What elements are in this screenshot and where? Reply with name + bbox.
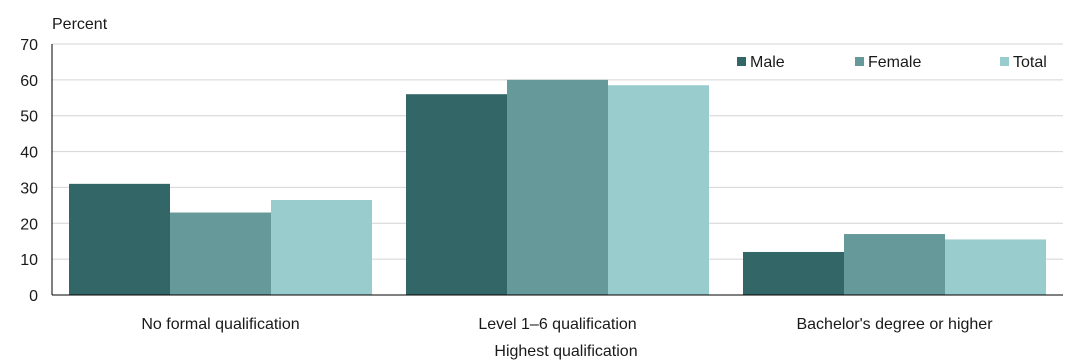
- legend: Male Female Total: [737, 54, 1047, 71]
- y-tick-label: 10: [20, 252, 38, 269]
- y-tick-label: 40: [20, 145, 38, 162]
- bar-female: [844, 234, 945, 295]
- x-tick-labels: No formal qualification Level 1–6 qualifi…: [141, 316, 993, 333]
- y-tick-label: 0: [29, 288, 38, 305]
- legend-swatch-female: [855, 57, 864, 66]
- bar-total: [608, 85, 709, 295]
- bar-male: [406, 94, 507, 295]
- legend-label-total: Total: [1013, 54, 1047, 71]
- bars: [69, 79, 1046, 295]
- y-tick-labels: 0 10 20 30 40 50 60 70: [20, 37, 38, 305]
- bar-female: [507, 79, 608, 295]
- bar-male: [743, 251, 844, 295]
- legend-label-male: Male: [750, 54, 785, 71]
- y-tick-label: 70: [20, 37, 38, 54]
- bar-male: [69, 183, 170, 295]
- legend-swatch-male: [737, 57, 746, 66]
- x-tick-label: Bachelor's degree or higher: [796, 316, 993, 333]
- bar-total: [271, 199, 372, 295]
- legend-swatch-total: [1000, 57, 1009, 66]
- x-tick-label: No formal qualification: [141, 316, 299, 333]
- y-tick-label: 50: [20, 109, 38, 126]
- x-axis-label: Highest qualification: [494, 343, 637, 360]
- y-tick-label: 30: [20, 180, 38, 197]
- axes: [51, 44, 1063, 296]
- bar-total: [945, 239, 1046, 295]
- legend-label-female: Female: [868, 54, 921, 71]
- x-tick-label: Level 1–6 qualification: [478, 316, 636, 333]
- y-axis-label: Percent: [52, 16, 108, 33]
- y-tick-label: 20: [20, 216, 38, 233]
- bar-female: [170, 212, 271, 295]
- y-tick-label: 60: [20, 73, 38, 90]
